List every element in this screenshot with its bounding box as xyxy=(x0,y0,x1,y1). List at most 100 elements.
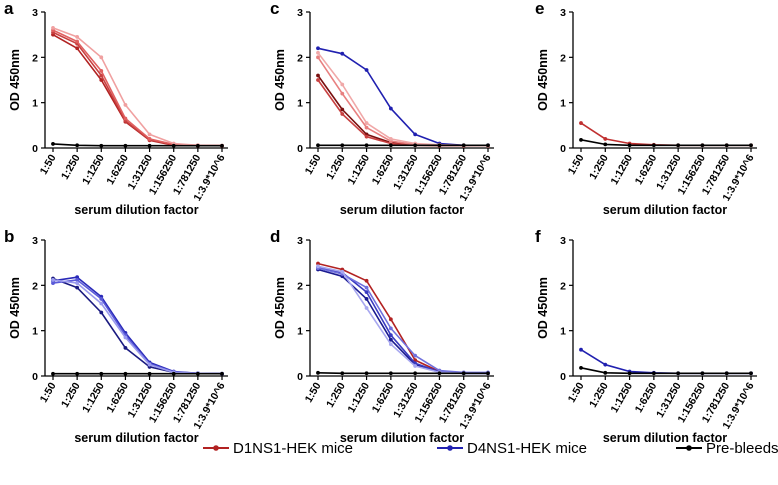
series-pre-bleeds xyxy=(51,142,224,148)
series-line xyxy=(317,47,488,147)
series-line xyxy=(52,277,223,375)
y-tick-label: 1 xyxy=(560,326,566,338)
legend-item: D1NS1-HEK mice xyxy=(203,440,353,457)
panel-letter: d xyxy=(270,227,280,246)
data-point xyxy=(220,143,224,148)
data-point xyxy=(724,371,729,376)
data-point xyxy=(75,275,80,280)
data-point xyxy=(75,46,80,51)
data-point xyxy=(340,51,345,56)
data-point xyxy=(413,353,418,358)
data-point xyxy=(316,370,320,375)
data-point xyxy=(75,39,80,44)
series-line xyxy=(316,55,490,148)
data-point xyxy=(171,143,176,148)
data-point xyxy=(99,143,104,148)
y-axis-title: OD 450nm xyxy=(536,277,550,339)
data-point xyxy=(99,55,104,60)
y-tick-label: 2 xyxy=(560,280,566,292)
y-tick-label: 3 xyxy=(32,235,38,247)
series-line xyxy=(317,268,488,375)
data-point xyxy=(461,143,466,148)
data-point xyxy=(413,132,418,137)
data-point xyxy=(99,371,104,376)
x-tick-label: 1:1250 xyxy=(608,380,635,414)
x-axis-title: serum dilution factor xyxy=(340,203,464,217)
series-line xyxy=(51,275,224,376)
data-point xyxy=(461,371,466,376)
data-point xyxy=(340,112,345,116)
series-line xyxy=(580,367,751,375)
x-axis-title: serum dilution factor xyxy=(74,203,198,217)
series-pre-bleeds xyxy=(316,143,490,148)
y-tick-label: 0 xyxy=(32,371,38,383)
data-point xyxy=(75,277,80,282)
data-point xyxy=(364,285,369,290)
data-point xyxy=(627,143,632,148)
y-tick-label: 2 xyxy=(297,280,303,292)
legend: D1NS1-HEK mice D4NS1-HEK mice Pre-bleeds xyxy=(203,440,778,457)
data-point xyxy=(388,106,393,111)
data-point xyxy=(123,143,128,148)
data-point xyxy=(700,371,705,376)
x-tick-label: 1:250 xyxy=(587,380,611,409)
data-point xyxy=(147,137,152,141)
y-axis-title: OD 450nm xyxy=(8,277,22,339)
data-point xyxy=(388,317,393,322)
series-line xyxy=(316,267,490,376)
data-point xyxy=(147,143,152,148)
x-tick-label: 1:50 xyxy=(38,380,59,404)
series-line xyxy=(52,279,223,375)
y-axis-title: OD 450nm xyxy=(536,49,550,111)
y-tick-label: 3 xyxy=(560,7,566,19)
data-point xyxy=(195,371,200,376)
data-point xyxy=(413,371,418,376)
data-point xyxy=(316,264,320,269)
data-point xyxy=(220,371,224,376)
data-point xyxy=(364,68,369,72)
data-point xyxy=(651,143,656,148)
y-tick-label: 1 xyxy=(297,326,303,338)
data-point xyxy=(316,50,320,55)
series-line xyxy=(51,277,224,376)
data-point xyxy=(340,107,345,112)
data-point xyxy=(676,371,681,376)
data-point xyxy=(195,143,200,148)
x-tick-label: 1:50 xyxy=(566,152,587,176)
y-tick-label: 2 xyxy=(297,52,303,64)
data-point xyxy=(123,371,128,376)
data-point xyxy=(388,337,393,342)
data-point xyxy=(340,91,345,96)
data-point xyxy=(364,121,369,125)
data-point xyxy=(123,116,128,121)
data-point xyxy=(364,125,369,130)
data-point xyxy=(388,137,393,141)
data-point xyxy=(676,143,681,148)
data-point xyxy=(316,261,320,266)
data-point xyxy=(316,73,320,78)
data-point xyxy=(364,297,369,301)
data-point xyxy=(486,371,490,376)
y-tick-label: 2 xyxy=(32,280,38,292)
y-tick-label: 0 xyxy=(560,143,566,155)
data-point xyxy=(75,35,80,39)
data-point xyxy=(388,326,393,331)
data-point xyxy=(99,78,104,82)
data-point xyxy=(603,362,608,367)
data-point xyxy=(75,281,80,285)
data-point xyxy=(316,78,320,82)
x-axis-title: serum dilution factor xyxy=(603,203,727,217)
y-axis-title: OD 450nm xyxy=(8,49,22,111)
y-tick-label: 1 xyxy=(32,98,38,110)
x-tick-label: 1:250 xyxy=(587,152,611,181)
data-point xyxy=(147,362,152,367)
legend-item: Pre-bleeds xyxy=(676,440,778,457)
series-line xyxy=(580,349,751,375)
x-tick-label: 1:50 xyxy=(303,152,324,176)
data-point xyxy=(99,297,104,301)
y-axis-title: OD 450nm xyxy=(273,277,287,339)
data-point xyxy=(340,371,345,376)
data-point xyxy=(364,306,369,310)
data-point xyxy=(749,371,753,376)
